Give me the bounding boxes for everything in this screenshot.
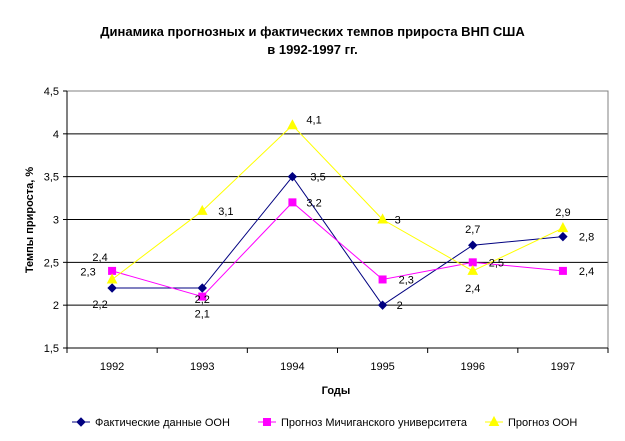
y-tick-label: 3,5 [44, 172, 59, 184]
y-tick-label: 2,5 [44, 257, 59, 269]
data-point-marker [377, 213, 388, 224]
x-tick-label: 1993 [190, 361, 214, 373]
chart-title-line-1: Динамика прогнозных и фактических темпов… [100, 24, 525, 39]
data-point-marker [108, 266, 117, 275]
y-tick-label: 2 [53, 300, 59, 312]
data-label: 2,5 [489, 257, 504, 269]
chart-title-line-2: в 1992-1997 гг. [267, 42, 358, 57]
data-point-marker [558, 231, 568, 242]
x-tick-label: 1992 [100, 361, 124, 373]
gridlines [67, 133, 608, 306]
data-point-marker [468, 258, 477, 267]
series-line [111, 124, 564, 280]
data-point-marker [468, 240, 478, 250]
x-tick-label: 1995 [370, 361, 394, 373]
legend-marker [263, 418, 271, 426]
x-tick-label: 1996 [461, 361, 485, 373]
legend-label: Прогноз Мичиганского университета [281, 417, 468, 429]
data-point-marker [377, 300, 388, 310]
data-label: 2,4 [92, 252, 107, 264]
data-label: 2,2 [195, 294, 210, 306]
data-point-marker [287, 171, 298, 182]
data-label: 2,7 [465, 224, 480, 236]
data-point-marker [197, 283, 207, 293]
data-point-marker [196, 204, 208, 215]
x-axis-title: Годы [322, 385, 351, 397]
data-point-marker [287, 119, 298, 130]
data-point-marker [198, 292, 207, 301]
data-label: 3,5 [310, 172, 325, 184]
data-labels: 2,2 2,2 3,5 2 2,7 2,8 2,4 2,1 3,2 2,3 2,5 2,4 2,3 3,1… [80, 114, 594, 320]
data-point-marker [107, 283, 117, 293]
data-label: 3,1 [218, 206, 233, 218]
legend-label: Прогноз ООН [508, 417, 577, 429]
data-label: 2,8 [579, 232, 594, 244]
data-label: 4,1 [306, 114, 321, 126]
y-axis-title: Темпы прироста, % [24, 167, 36, 274]
data-label: 2,2 [92, 299, 107, 311]
data-label: 2,9 [555, 207, 570, 219]
data-label: 3 [395, 215, 401, 227]
series-lines [111, 124, 564, 306]
data-point-marker [557, 221, 569, 233]
data-label: 3,2 [306, 197, 321, 209]
y-tick-label: 3 [53, 215, 59, 227]
data-label: 2,1 [195, 309, 210, 321]
data-label: 2,4 [465, 283, 480, 295]
legend: Фактические данные ООН Прогноз Мичиганско… [72, 415, 577, 429]
data-point-marker [467, 264, 479, 275]
data-point-marker [378, 275, 387, 284]
y-tick-label: 1,5 [44, 343, 59, 355]
data-label: 2,4 [579, 266, 594, 278]
y-tick-label: 4,5 [44, 86, 59, 98]
y-tick-label: 4 [53, 129, 59, 141]
data-point-marker [558, 266, 567, 275]
data-point-marker [288, 198, 297, 207]
series-markers [106, 119, 569, 310]
legend-marker [76, 417, 86, 427]
data-label: 2,3 [399, 274, 414, 286]
data-point-marker [106, 273, 118, 284]
x-tick-label: 1994 [280, 361, 304, 373]
legend-marker [488, 415, 500, 426]
data-label: 2 [397, 300, 403, 312]
data-label: 2,3 [80, 266, 95, 278]
series-line [111, 201, 563, 298]
axes: 1,5 2 2,5 3 3,5 4 4,5 1992 1993 1994 1995 1996 1997 [44, 86, 609, 373]
legend-label: Фактические данные ООН [95, 417, 230, 429]
x-tick-label: 1997 [551, 361, 575, 373]
